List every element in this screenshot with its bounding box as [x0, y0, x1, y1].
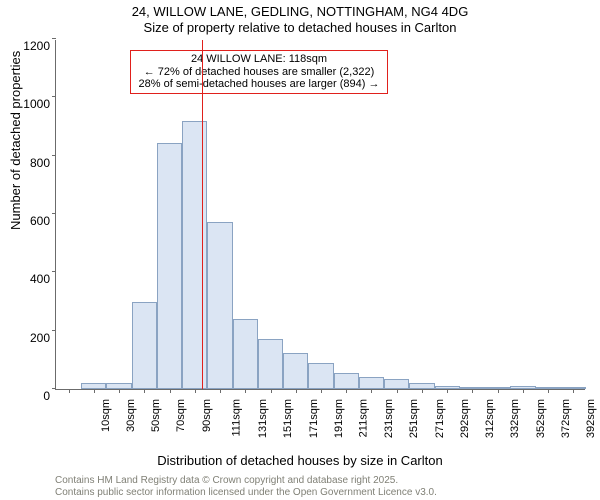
x-tick-mark [371, 389, 372, 393]
x-tick-label: 292sqm [459, 399, 471, 438]
x-tick-mark [296, 389, 297, 393]
x-tick-mark [472, 389, 473, 393]
x-tick-mark [271, 389, 272, 393]
x-tick-mark [94, 389, 95, 393]
histogram-bar [384, 379, 409, 390]
y-tick-label: 800 [30, 156, 50, 170]
x-tick-label: 271sqm [434, 399, 446, 438]
chart-title-sub: Size of property relative to detached ho… [0, 20, 600, 35]
x-tick-label: 211sqm [357, 399, 369, 437]
histogram-bar [157, 143, 182, 389]
x-tick-label: 111sqm [230, 399, 242, 437]
x-tick-mark [195, 389, 196, 393]
histogram-bar [233, 319, 258, 389]
y-tick-label: 600 [30, 214, 50, 228]
y-tick-mark [52, 388, 56, 389]
x-tick-mark [346, 389, 347, 393]
y-tick-label: 400 [30, 272, 50, 286]
x-tick-label: 151sqm [282, 399, 294, 438]
y-tick-mark [52, 96, 56, 97]
footer-line-2: Contains public sector information licen… [55, 487, 437, 499]
x-tick-mark [220, 389, 221, 393]
annotation-box: 24 WILLOW LANE: 118sqm ← 72% of detached… [130, 50, 388, 94]
x-tick-label: 332sqm [510, 399, 522, 438]
x-tick-mark [447, 389, 448, 393]
x-tick-mark [422, 389, 423, 393]
histogram-bar [132, 302, 157, 390]
x-tick-label: 10sqm [100, 399, 112, 432]
y-tick-label: 200 [30, 331, 50, 345]
x-tick-mark [170, 389, 171, 393]
y-tick-label: 1200 [23, 39, 50, 53]
histogram-bar [283, 353, 308, 389]
x-axis-label: Distribution of detached houses by size … [0, 453, 600, 468]
x-tick-mark [498, 389, 499, 393]
plot-area: 24 WILLOW LANE: 118sqm ← 72% of detached… [55, 40, 585, 390]
x-tick-mark [397, 389, 398, 393]
y-tick-mark [52, 213, 56, 214]
x-tick-label: 131sqm [257, 399, 269, 438]
y-tick-mark [52, 155, 56, 156]
y-tick-mark [52, 271, 56, 272]
histogram-bar [334, 373, 359, 389]
chart-title-main: 24, WILLOW LANE, GEDLING, NOTTINGHAM, NG… [0, 4, 600, 19]
y-tick-label: 0 [43, 389, 50, 403]
x-tick-mark [119, 389, 120, 393]
footer-attribution: Contains HM Land Registry data © Crown c… [55, 475, 437, 498]
y-tick-mark [52, 330, 56, 331]
x-tick-label: 372sqm [560, 399, 572, 438]
x-tick-label: 392sqm [585, 399, 597, 438]
x-tick-label: 70sqm [175, 399, 187, 432]
y-tick-mark [52, 38, 56, 39]
x-tick-label: 312sqm [484, 399, 496, 438]
x-tick-mark [321, 389, 322, 393]
y-tick-label: 1000 [23, 97, 50, 111]
x-tick-mark [523, 389, 524, 393]
histogram-bar [359, 377, 384, 389]
x-tick-mark [548, 389, 549, 393]
annotation-line-3: 28% of semi-detached houses are larger (… [135, 78, 383, 91]
x-tick-label: 191sqm [333, 399, 345, 438]
x-tick-mark [573, 389, 574, 393]
histogram-bar [207, 222, 232, 389]
x-tick-mark [144, 389, 145, 393]
x-tick-label: 90sqm [201, 399, 213, 432]
histogram-bar [258, 339, 283, 389]
histogram-bar [308, 363, 333, 389]
x-tick-label: 30sqm [125, 399, 137, 432]
histogram-bar [182, 121, 207, 389]
reference-line [202, 40, 203, 389]
x-tick-mark [245, 389, 246, 393]
footer-line-1: Contains HM Land Registry data © Crown c… [55, 475, 437, 487]
x-tick-label: 251sqm [409, 399, 421, 438]
x-tick-label: 171sqm [308, 399, 320, 438]
x-tick-label: 231sqm [383, 399, 395, 438]
y-axis-label: Number of detached properties [8, 51, 23, 230]
x-tick-label: 50sqm [150, 399, 162, 432]
annotation-line-2: ← 72% of detached houses are smaller (2,… [135, 66, 383, 79]
x-tick-mark [69, 389, 70, 393]
x-tick-label: 352sqm [535, 399, 547, 438]
annotation-line-1: 24 WILLOW LANE: 118sqm [135, 53, 383, 66]
chart-container: 24, WILLOW LANE, GEDLING, NOTTINGHAM, NG… [0, 0, 600, 500]
